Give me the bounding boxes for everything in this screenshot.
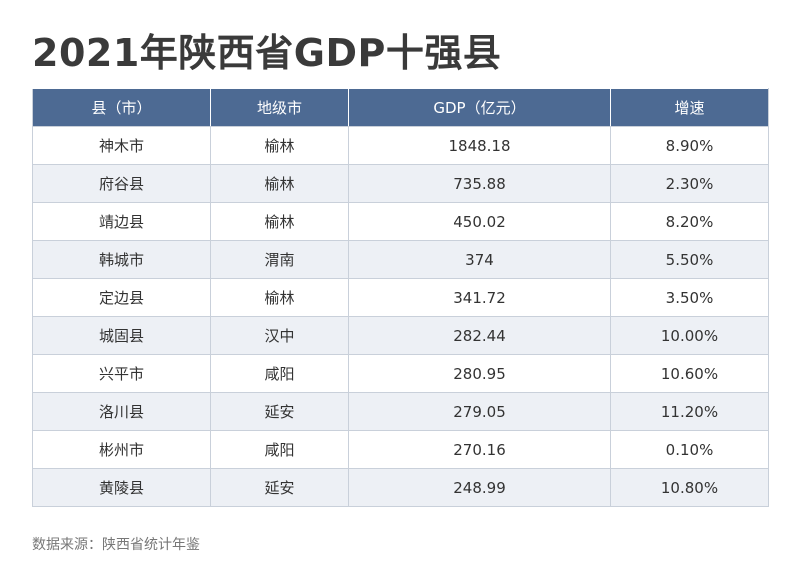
- cell-city: 榆林: [210, 164, 349, 203]
- cell-county: 定边县: [32, 278, 211, 317]
- cell-growth: 11.20%: [610, 392, 769, 431]
- cell-gdp: 735.88: [348, 164, 611, 203]
- gdp-table: 县（市） 地级市 GDP（亿元） 增速 神木市 榆林 1848.18 8.90%…: [32, 88, 769, 507]
- cell-county: 兴平市: [32, 354, 211, 393]
- cell-growth: 10.60%: [610, 354, 769, 393]
- data-source-note: 数据来源：陕西省统计年鉴: [32, 537, 200, 553]
- cell-gdp: 374: [348, 240, 611, 279]
- cell-county: 城固县: [32, 316, 211, 355]
- cell-county: 府谷县: [32, 164, 211, 203]
- cell-growth: 10.00%: [610, 316, 769, 355]
- cell-city: 咸阳: [210, 430, 349, 469]
- column-header-gdp: GDP（亿元）: [348, 88, 611, 127]
- cell-city: 延安: [210, 392, 349, 431]
- cell-county: 黄陵县: [32, 468, 211, 507]
- cell-gdp: 450.02: [348, 202, 611, 241]
- table-row: 彬州市 咸阳 270.16 0.10%: [32, 430, 769, 469]
- cell-growth: 10.80%: [610, 468, 769, 507]
- table-row: 黄陵县 延安 248.99 10.80%: [32, 468, 769, 507]
- cell-city: 咸阳: [210, 354, 349, 393]
- table-row: 兴平市 咸阳 280.95 10.60%: [32, 354, 769, 393]
- cell-city: 渭南: [210, 240, 349, 279]
- table-row: 洛川县 延安 279.05 11.20%: [32, 392, 769, 431]
- cell-gdp: 270.16: [348, 430, 611, 469]
- cell-county: 韩城市: [32, 240, 211, 279]
- cell-gdp: 248.99: [348, 468, 611, 507]
- cell-growth: 2.30%: [610, 164, 769, 203]
- column-header-city: 地级市: [210, 88, 349, 127]
- cell-city: 榆林: [210, 278, 349, 317]
- cell-city: 汉中: [210, 316, 349, 355]
- cell-city: 延安: [210, 468, 349, 507]
- cell-growth: 8.90%: [610, 126, 769, 165]
- cell-gdp: 1848.18: [348, 126, 611, 165]
- cell-county: 靖边县: [32, 202, 211, 241]
- table-row: 城固县 汉中 282.44 10.00%: [32, 316, 769, 355]
- cell-growth: 8.20%: [610, 202, 769, 241]
- cell-gdp: 282.44: [348, 316, 611, 355]
- cell-city: 榆林: [210, 126, 349, 165]
- page-title: 2021年陕西省GDP十强县: [32, 31, 502, 75]
- cell-county: 神木市: [32, 126, 211, 165]
- table-row: 府谷县 榆林 735.88 2.30%: [32, 164, 769, 203]
- cell-county: 彬州市: [32, 430, 211, 469]
- cell-growth: 0.10%: [610, 430, 769, 469]
- cell-growth: 3.50%: [610, 278, 769, 317]
- column-header-growth: 增速: [610, 88, 769, 127]
- table-row: 韩城市 渭南 374 5.50%: [32, 240, 769, 279]
- table-row: 神木市 榆林 1848.18 8.90%: [32, 126, 769, 165]
- cell-gdp: 280.95: [348, 354, 611, 393]
- cell-growth: 5.50%: [610, 240, 769, 279]
- table-row: 定边县 榆林 341.72 3.50%: [32, 278, 769, 317]
- column-header-county: 县（市）: [32, 88, 211, 127]
- cell-gdp: 279.05: [348, 392, 611, 431]
- cell-county: 洛川县: [32, 392, 211, 431]
- cell-city: 榆林: [210, 202, 349, 241]
- cell-gdp: 341.72: [348, 278, 611, 317]
- table-header-row: 县（市） 地级市 GDP（亿元） 增速: [32, 88, 769, 127]
- table-row: 靖边县 榆林 450.02 8.20%: [32, 202, 769, 241]
